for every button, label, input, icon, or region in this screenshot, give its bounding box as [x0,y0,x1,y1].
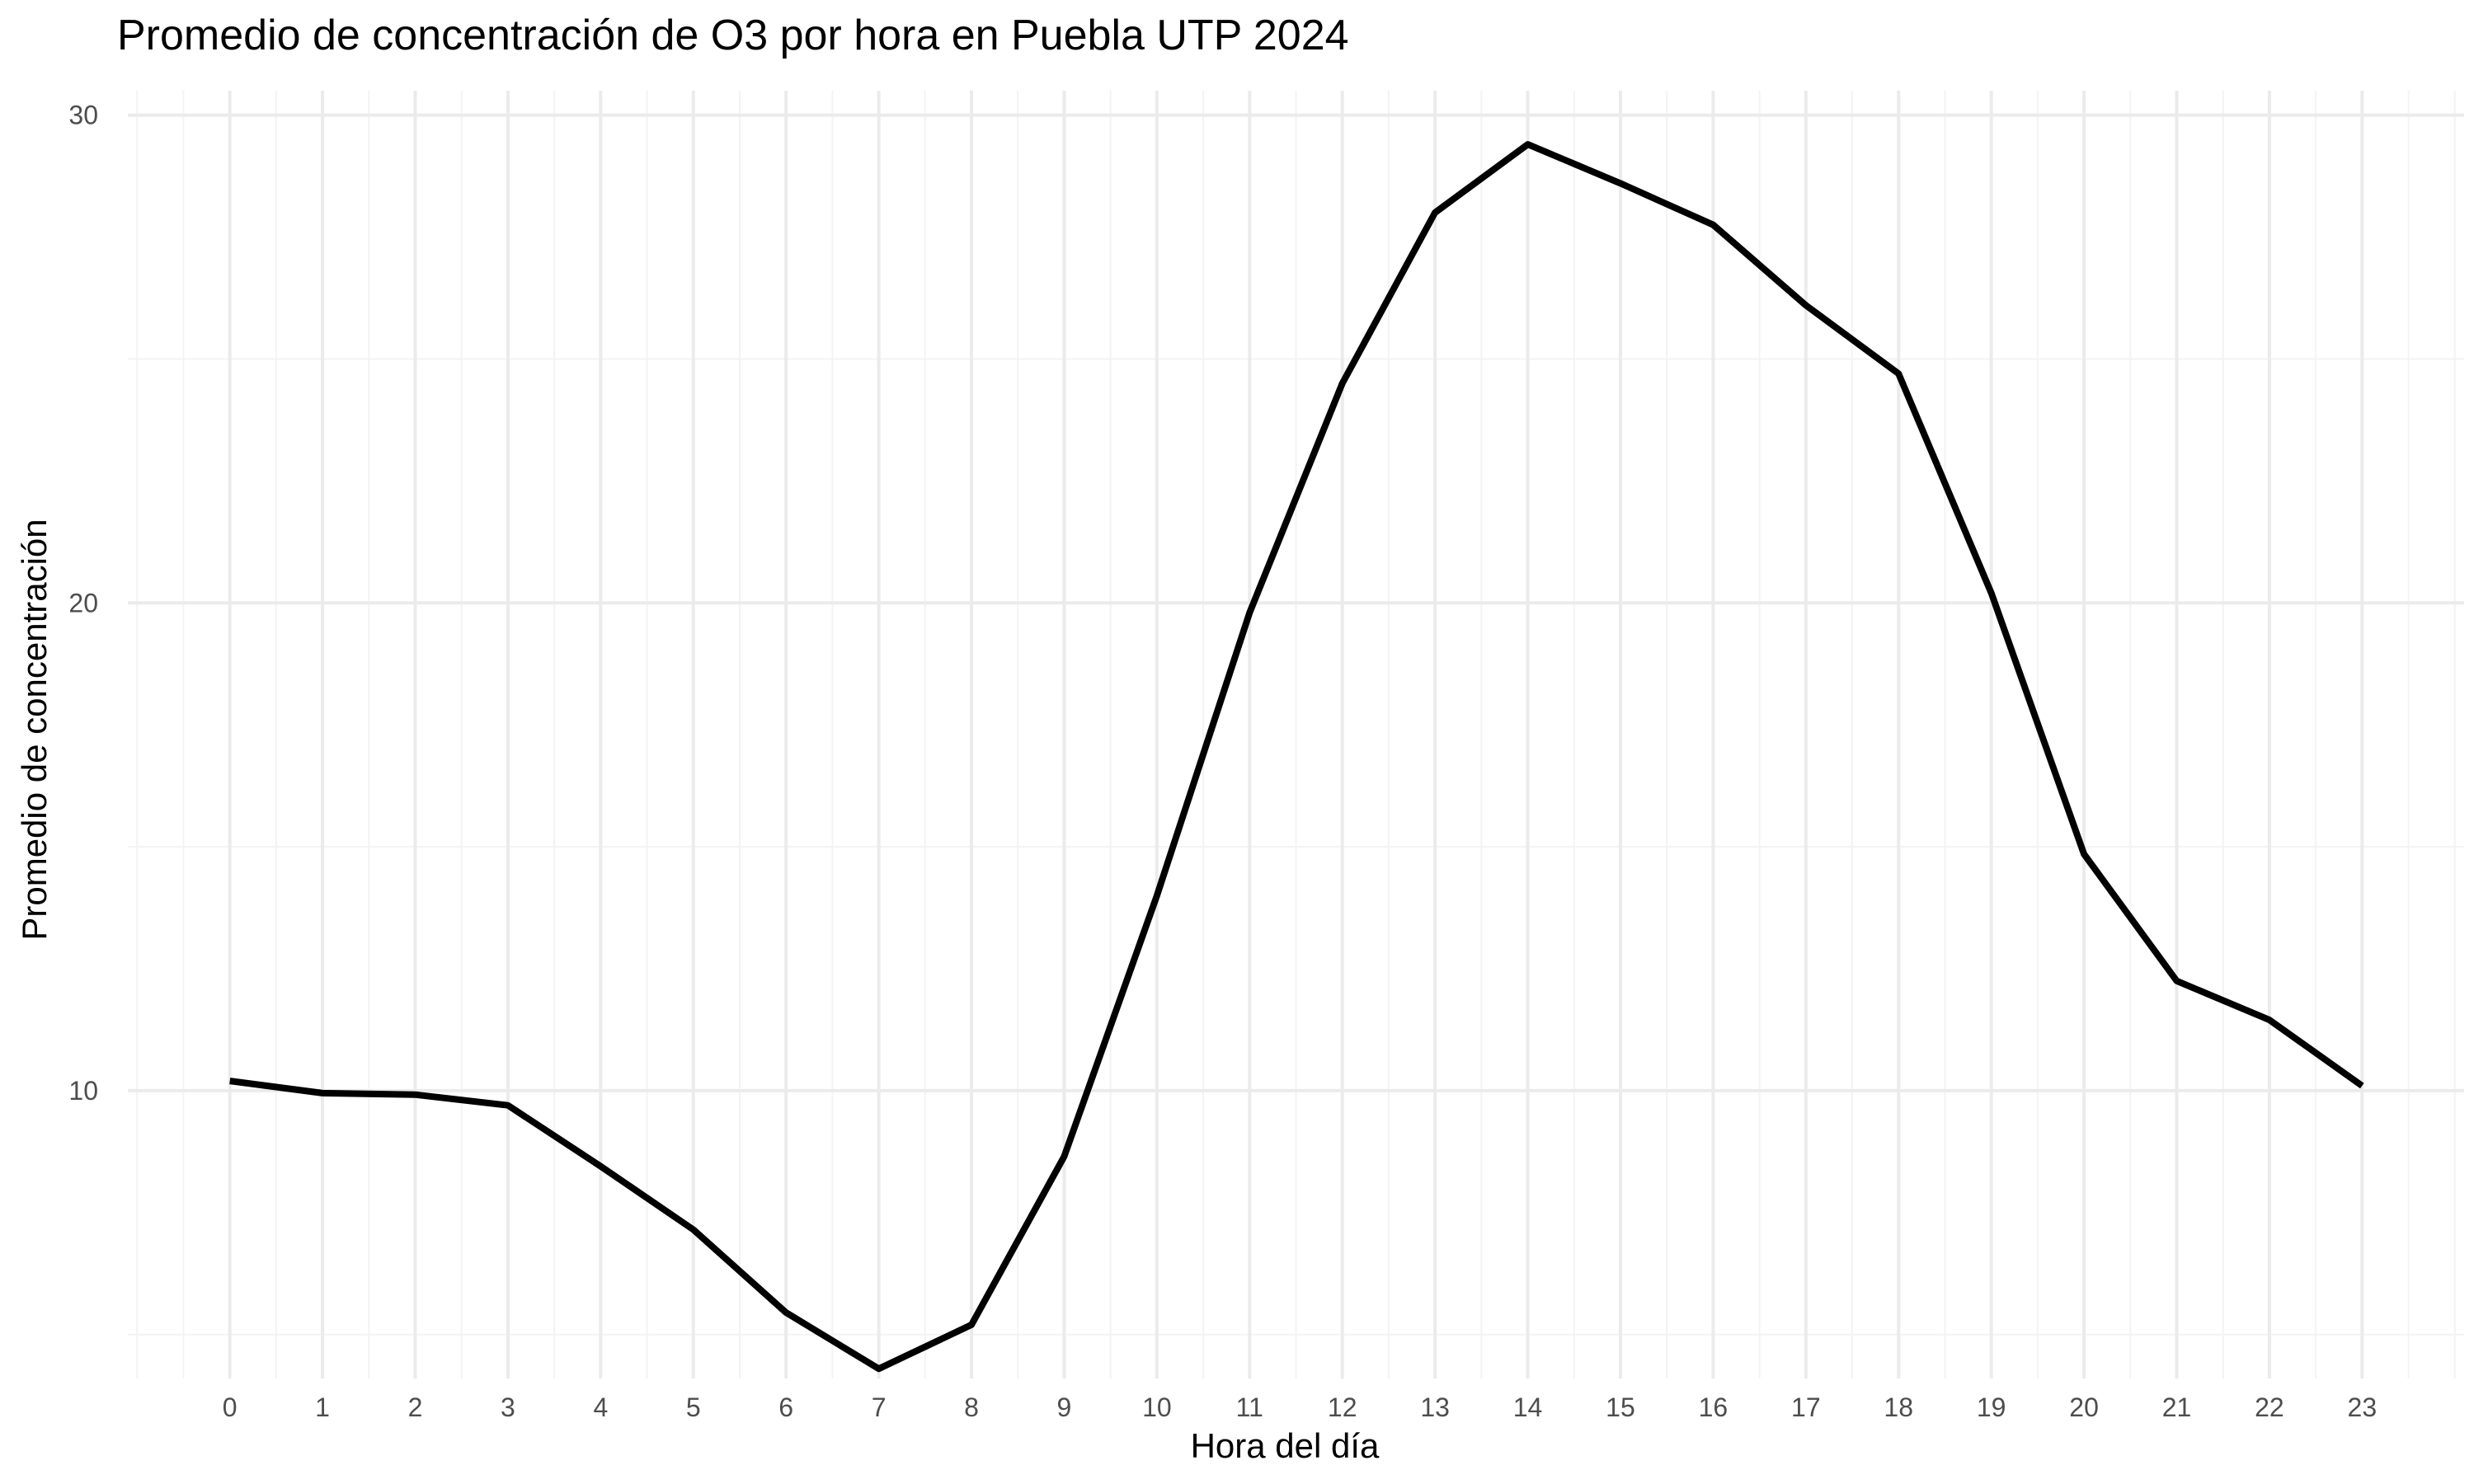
x-tick-label: 16 [1699,1392,1729,1422]
x-tick-label: 11 [1236,1392,1263,1422]
x-tick-label: 5 [686,1392,701,1422]
x-tick-label: 14 [1513,1392,1543,1422]
chart-title: Promedio de concentración de O3 por hora… [117,12,1349,59]
x-tick-label: 12 [1328,1392,1357,1422]
x-tick-label: 2 [408,1392,423,1422]
x-tick-label: 21 [2162,1392,2192,1422]
x-tick-label: 15 [1606,1392,1635,1422]
x-tick-label: 8 [964,1392,979,1422]
minor-gridlines-x [136,91,2456,1378]
x-tick-label: 1 [315,1392,330,1422]
x-axis-title: Hora del día [1191,1426,1380,1465]
series-line [229,141,2364,1373]
x-tick-label: 7 [872,1392,887,1422]
series-layer [229,141,2364,1373]
y-tick-label: 20 [68,588,98,618]
x-tick-label: 6 [778,1392,793,1422]
x-tick-label: 9 [1057,1392,1072,1422]
y-axis-tick-labels: 10 20 30 [68,101,98,1106]
x-tick-label: 4 [593,1392,608,1422]
x-tick-label: 20 [2069,1392,2099,1422]
x-tick-label: 3 [501,1392,515,1422]
major-gridlines-y [128,113,2464,1092]
y-tick-label: 10 [68,1076,98,1106]
x-tick-label: 0 [223,1392,238,1422]
x-tick-label: 23 [2348,1392,2378,1422]
x-axis-tick-labels: 0 1 2 3 4 5 6 7 8 9 10 11 12 13 14 15 16 17 18 19 20 21 22 23 [223,1392,2377,1422]
y-tick-label: 30 [68,101,98,130]
x-tick-label: 10 [1142,1392,1172,1422]
x-tick-label: 17 [1791,1392,1821,1422]
x-tick-label: 19 [1977,1392,2006,1422]
y-axis-title: Promedio de concentración [15,519,54,940]
x-tick-label: 18 [1884,1392,1913,1422]
x-tick-label: 22 [2255,1392,2284,1422]
x-tick-label: 13 [1420,1392,1450,1422]
